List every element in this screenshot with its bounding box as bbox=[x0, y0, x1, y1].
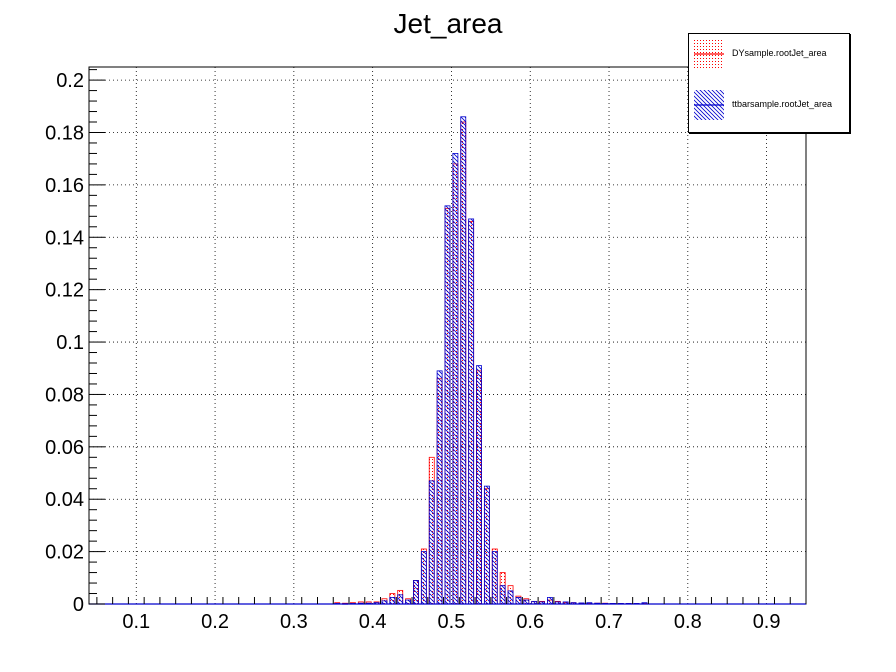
legend: DYsample.rootJet_area ttbarsample.rootJe… bbox=[688, 33, 850, 133]
bar-ttbar bbox=[499, 585, 506, 605]
legend-swatch-ttbar bbox=[694, 90, 724, 120]
histogram-bars bbox=[334, 116, 648, 605]
bar-ttbar bbox=[507, 590, 514, 605]
x-tick-label: 0.4 bbox=[359, 611, 387, 633]
bar-ttbar bbox=[413, 580, 419, 605]
bar-ttbar bbox=[483, 485, 490, 605]
bar-ttbar bbox=[428, 480, 435, 605]
y-tick-label: 0.18 bbox=[45, 122, 84, 144]
legend-label-dy: DYsample.rootJet_area bbox=[732, 48, 827, 58]
x-tick-label: 0.6 bbox=[516, 611, 544, 633]
legend-label-ttbar: ttbarsample.rootJet_area bbox=[732, 99, 833, 109]
bar-ttbar bbox=[468, 218, 475, 605]
y-tick-label: 0.1 bbox=[56, 332, 84, 354]
axes: 0.1 0.2 0.3 0.4 0.5 0.6 0.7 0.8 0.9 0 0.02 0.04 0.06… bbox=[45, 66, 807, 633]
bar-ttbar bbox=[444, 205, 451, 605]
legend-entry-ttbar: ttbarsample.rootJet_area bbox=[694, 88, 844, 122]
grid-lines bbox=[89, 67, 806, 604]
bar-ttbar bbox=[515, 597, 522, 605]
y-tick-label: 0.04 bbox=[45, 489, 84, 511]
legend-entry-dy: DYsample.rootJet_area bbox=[694, 37, 844, 71]
x-tick-label: 0.8 bbox=[674, 611, 702, 633]
y-tick-label: 0.12 bbox=[45, 280, 84, 302]
y-tick-label: 0.2 bbox=[56, 70, 84, 92]
bar-ttbar bbox=[420, 551, 427, 605]
bar-ttbar bbox=[547, 597, 553, 605]
y-tick-label: 0.06 bbox=[45, 437, 84, 459]
legend-swatch-dy bbox=[694, 39, 724, 69]
y-tick-label: 0 bbox=[73, 594, 84, 616]
x-tick-label: 0.2 bbox=[201, 611, 229, 633]
x-tick-label: 0.1 bbox=[122, 611, 150, 633]
chart-title: Jet_area bbox=[393, 8, 503, 39]
x-tick-label: 0.5 bbox=[438, 611, 466, 633]
x-tick-label: 0.3 bbox=[280, 611, 308, 633]
bar-ttbar bbox=[436, 370, 443, 605]
bar-ttbar bbox=[452, 153, 459, 605]
y-tick-label: 0.16 bbox=[45, 175, 84, 197]
x-tick-label: 0.7 bbox=[595, 611, 623, 633]
bar-ttbar bbox=[491, 551, 498, 605]
x-tick-label: 0.9 bbox=[753, 611, 781, 633]
y-tick-label: 0.08 bbox=[45, 384, 84, 406]
bar-ttbar bbox=[389, 597, 396, 605]
bar-ttbar bbox=[476, 365, 482, 605]
bar-ttbar bbox=[460, 116, 467, 605]
y-tick-label: 0.14 bbox=[45, 227, 84, 249]
bar-ttbar bbox=[397, 594, 404, 605]
y-tick-label: 0.02 bbox=[45, 542, 84, 564]
